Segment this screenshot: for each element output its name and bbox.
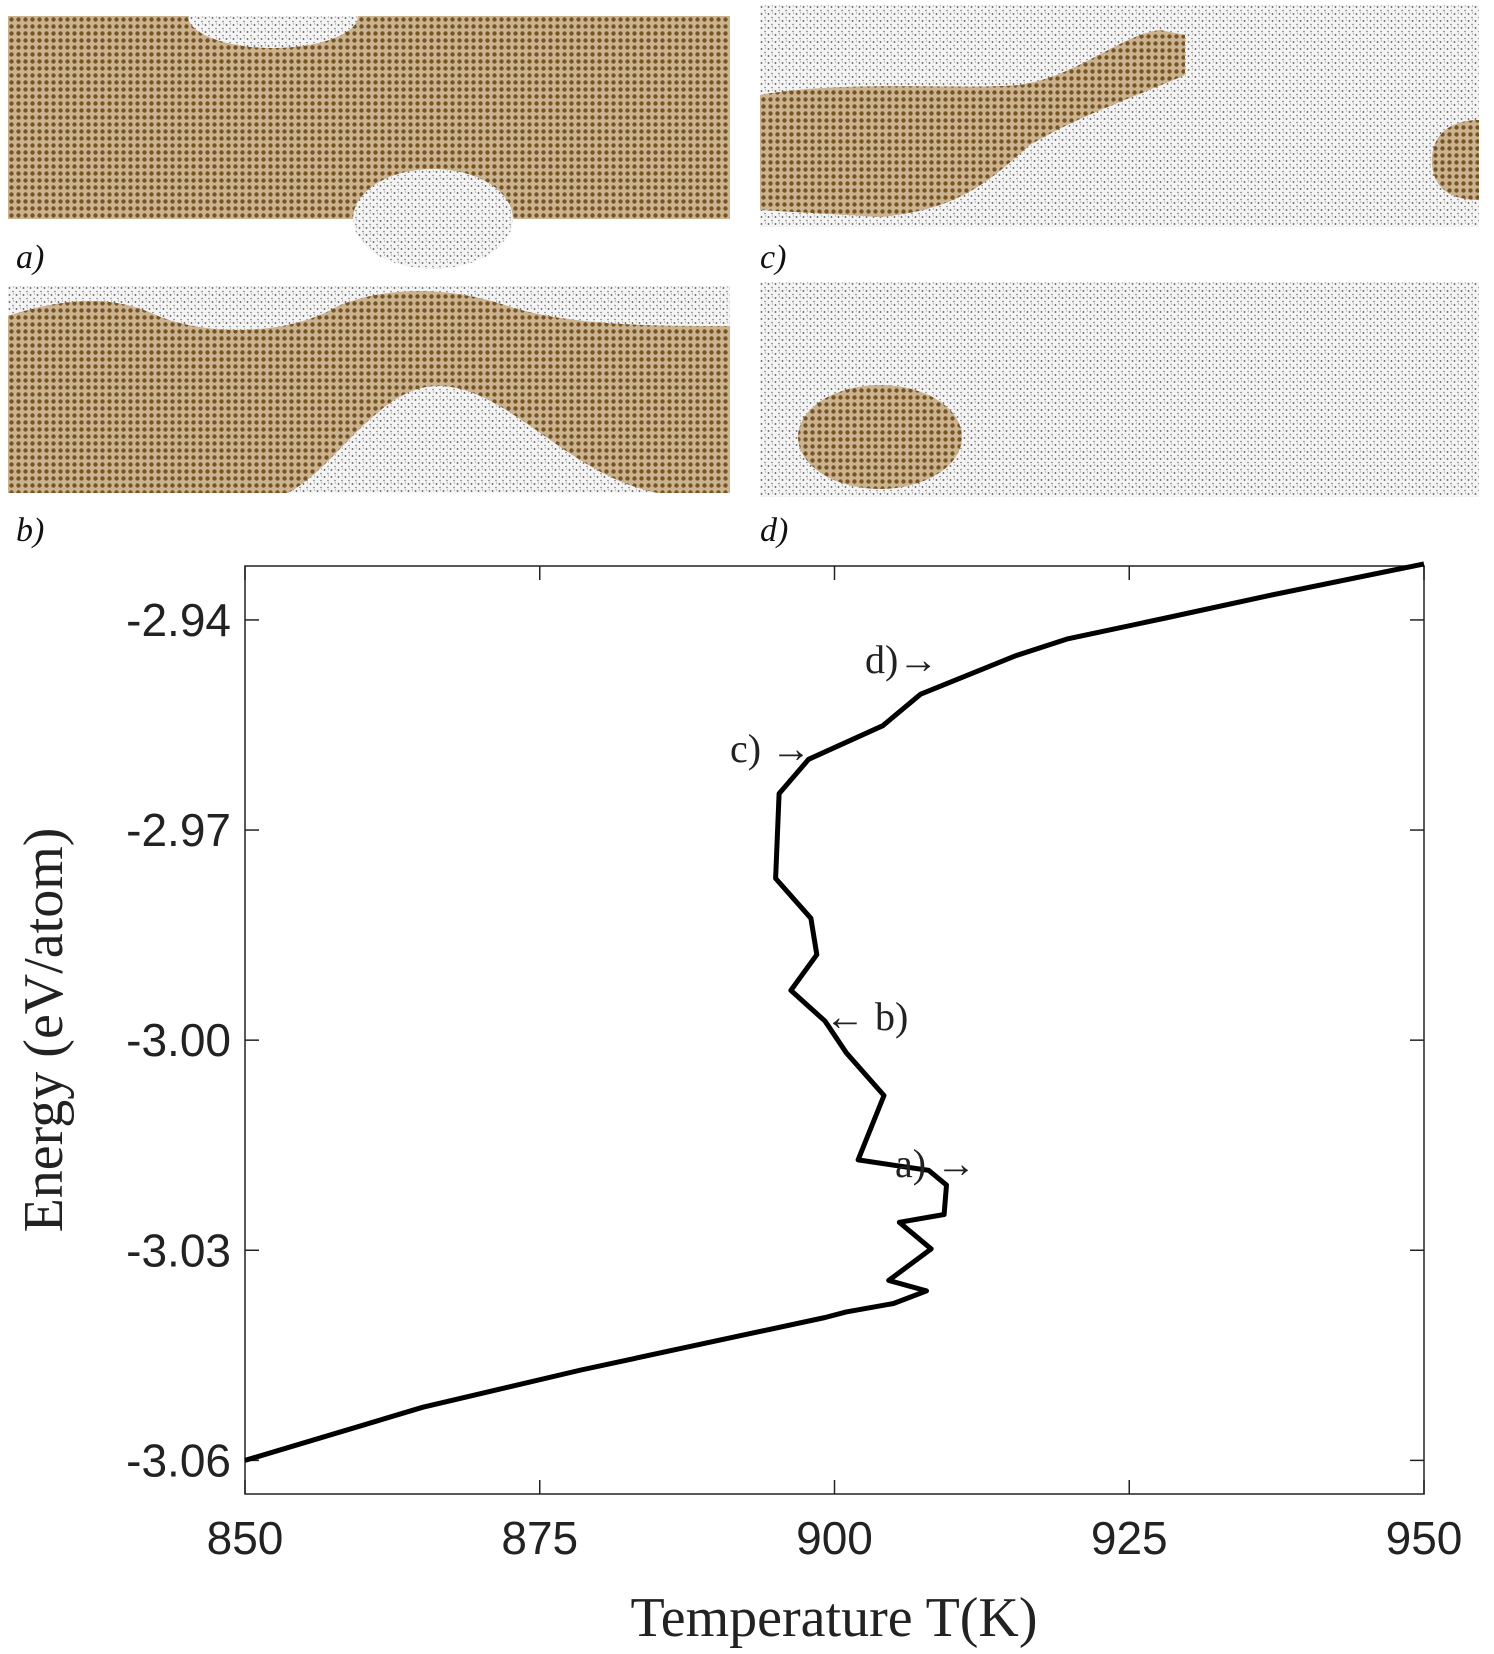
snapshot-c [760, 5, 1479, 227]
energy-line [244, 561, 1425, 1463]
snapshot-b [8, 286, 730, 493]
x-tick-label: 925 [1091, 1512, 1168, 1564]
y-tick-label: -2.97 [126, 804, 231, 856]
annotation: a) → [895, 1141, 976, 1186]
x-tick-label: 900 [796, 1512, 873, 1564]
annotation: c) → [730, 726, 811, 771]
x-tick-label: 875 [501, 1512, 578, 1564]
y-tick-label: -3.00 [126, 1014, 231, 1066]
y-tick-label: -2.94 [126, 594, 231, 646]
y-tick-label: -3.03 [126, 1224, 231, 1276]
panel-label: a) [16, 239, 44, 276]
annotation: d)→ [865, 637, 938, 682]
panel-label: b) [16, 512, 44, 549]
snapshot-a [8, 0, 730, 269]
panel-label: d) [760, 512, 788, 549]
x-tick-label: 950 [1386, 1512, 1463, 1564]
x-tick-label: 850 [207, 1512, 284, 1564]
snapshot-d [760, 282, 1479, 497]
x-axis-label: Temperature T(K) [630, 1587, 1037, 1649]
y-tick-label: -3.06 [126, 1434, 231, 1486]
y-axis-label: Energy (eV/atom) [13, 828, 75, 1233]
panel-label: c) [760, 239, 786, 276]
annotation: ← b) [825, 994, 908, 1039]
